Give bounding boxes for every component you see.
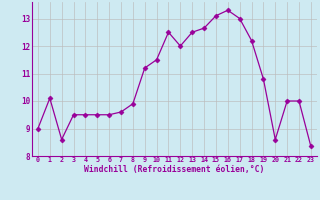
- X-axis label: Windchill (Refroidissement éolien,°C): Windchill (Refroidissement éolien,°C): [84, 165, 265, 174]
